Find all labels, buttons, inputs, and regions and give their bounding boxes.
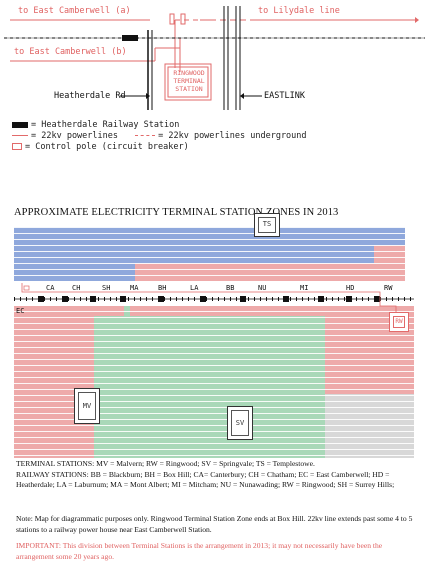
legend-railway-station: = Heatherdale Railway Station: [12, 120, 179, 130]
station-label-ma: MA: [130, 284, 139, 292]
map-title: APPROXIMATE ELECTRICITY TERMINAL STATION…: [14, 207, 339, 218]
zone-map: [14, 227, 414, 458]
station-label-sh: SH: [102, 284, 111, 292]
legend-control-pole: = Control pole (circuit breaker): [12, 142, 189, 152]
railway-stations-note: RAILWAY STATIONS: BB = Blackburn; BH = B…: [16, 469, 395, 490]
station-label-hd: HD: [346, 284, 355, 292]
label-heatherdale-rd: Heatherdale Rd: [54, 91, 126, 101]
zone-box-ts-label: TS: [258, 217, 276, 233]
zone-box-sv-label: SV: [231, 410, 249, 436]
map-railway-line: [14, 281, 414, 312]
legend-powerlines: = 22kv powerlines = 22kv powerlines unde…: [12, 131, 307, 141]
map-note: Note: Map for diagrammatic purposes only…: [16, 514, 413, 534]
legend-control-pole-text: = Control pole (circuit breaker): [25, 142, 189, 152]
legend-underground-text: = 22kv powerlines underground: [158, 131, 307, 141]
ringwood-terminal-station-label: RINGWOOD TERMINAL STATION: [170, 69, 208, 93]
station-label-bh: BH: [158, 284, 167, 292]
terminal-stations-note: TERMINAL STATIONS: MV = Malvern; RW = Ri…: [16, 459, 315, 468]
station-label-bb: BB: [226, 284, 235, 292]
station-label-ec: EC: [16, 307, 25, 315]
zone-box-mv: MV: [74, 388, 100, 424]
station-label-line1: RINGWOOD: [173, 69, 205, 77]
station-label-nu: NU: [258, 284, 267, 292]
station-label-ch: CH: [72, 284, 81, 292]
zone-box-sv: SV: [227, 406, 253, 440]
label-to-lilydale: to Lilydale line: [258, 6, 340, 16]
label-eastlink: EASTLINK: [264, 91, 305, 101]
underground-powerline-icon: [135, 135, 156, 136]
zone-box-rw-label: RW: [393, 316, 405, 328]
station-label-ca: CA: [46, 284, 55, 292]
station-label-mi: MI: [300, 284, 309, 292]
legend-railway-station-text: = Heatherdale Railway Station: [31, 120, 180, 130]
station-label-line3: STATION: [175, 85, 203, 93]
zone-rw-upper: [135, 245, 405, 281]
zone-box-ts: TS: [254, 213, 280, 237]
control-pole-icon: [12, 143, 22, 150]
notes-stations: TERMINAL STATIONS: MV = Malvern; RW = Ri…: [16, 459, 416, 491]
legend-powerlines-text: = 22kv powerlines: [31, 131, 118, 141]
label-to-east-camberwell-b: to East Camberwell (b): [14, 47, 127, 57]
zone-box-mv-label: MV: [78, 392, 96, 420]
railway-station-icon: [12, 121, 28, 128]
station-label-la: LA: [190, 284, 199, 292]
powerline-icon: [12, 135, 28, 136]
station-label-rw: RW: [384, 284, 393, 292]
zone-green-middle: [94, 316, 325, 458]
top-diagram-lines: [4, 6, 425, 110]
zone-box-rw: RW: [389, 312, 409, 332]
label-to-east-camberwell-a: to East Camberwell (a): [18, 6, 131, 16]
zone-grey-lower: [325, 394, 414, 458]
station-label-line2: TERMINAL: [173, 77, 205, 85]
important-note: IMPORTANT: This division between Termina…: [16, 541, 383, 561]
